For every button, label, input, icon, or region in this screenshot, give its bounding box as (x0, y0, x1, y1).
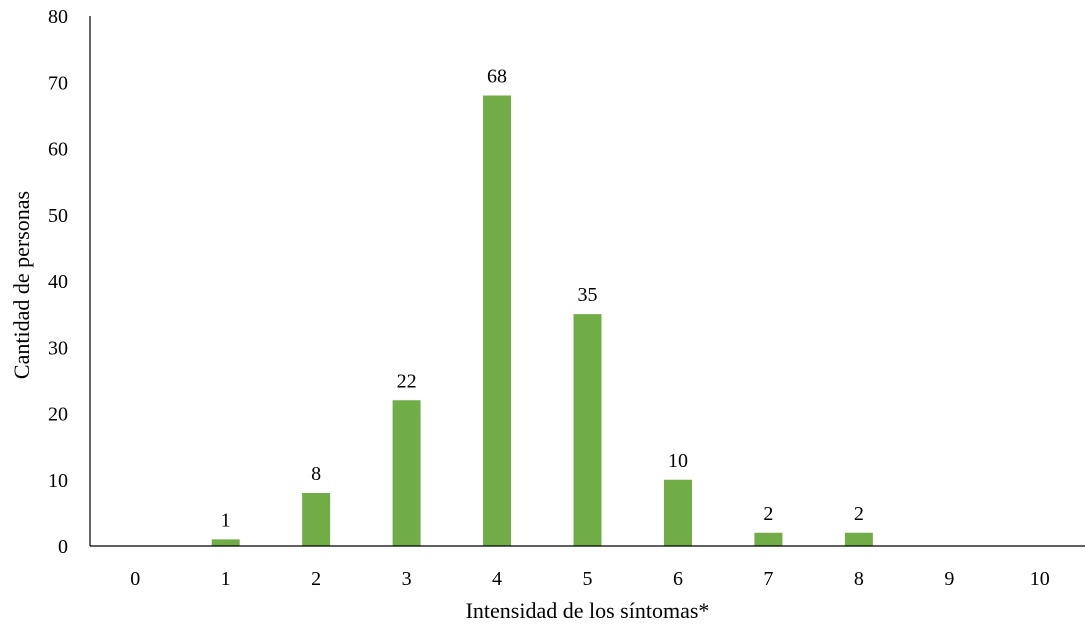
x-tick-label: 7 (763, 568, 773, 590)
y-tick-label: 60 (48, 139, 68, 161)
x-tick-label: 2 (311, 568, 321, 590)
bar (754, 532, 783, 546)
y-axis-ticks: 0 10 20 30 40 50 60 70 80 (48, 6, 68, 558)
data-label: 22 (397, 370, 417, 392)
x-tick-label: 9 (944, 568, 954, 590)
bar (844, 532, 873, 546)
bars (211, 95, 873, 546)
y-tick-label: 20 (48, 404, 68, 426)
y-tick-label: 70 (48, 72, 68, 94)
y-tick-label: 30 (48, 337, 68, 359)
bar (392, 400, 421, 546)
bar (211, 539, 240, 546)
y-tick-label: 0 (58, 536, 68, 558)
y-tick-label: 80 (48, 6, 68, 28)
x-tick-label: 0 (130, 568, 140, 590)
x-axis-title: Intensidad de los síntomas* (466, 598, 710, 623)
data-label: 68 (487, 66, 507, 88)
data-label: 35 (578, 284, 598, 306)
x-tick-label: 3 (402, 568, 412, 590)
y-axis-title: Cantidad de personas (9, 191, 34, 379)
y-tick-label: 40 (48, 271, 68, 293)
data-label: 2 (854, 503, 864, 525)
x-tick-label: 10 (1030, 568, 1050, 590)
y-tick-label: 50 (48, 205, 68, 227)
data-label: 10 (668, 450, 688, 472)
bar (573, 314, 602, 546)
data-label: 1 (221, 509, 231, 531)
bar (302, 493, 331, 546)
x-tick-label: 1 (221, 568, 231, 590)
data-label: 2 (763, 503, 773, 525)
data-label: 8 (311, 463, 321, 485)
bar (663, 479, 692, 546)
bar (483, 95, 512, 546)
x-tick-label: 8 (854, 568, 864, 590)
y-tick-label: 10 (48, 470, 68, 492)
x-tick-label: 4 (492, 568, 502, 590)
x-tick-label: 5 (583, 568, 593, 590)
x-axis-ticks: 0 1 2 3 4 5 6 7 8 9 10 (130, 568, 1050, 590)
x-tick-label: 6 (673, 568, 683, 590)
